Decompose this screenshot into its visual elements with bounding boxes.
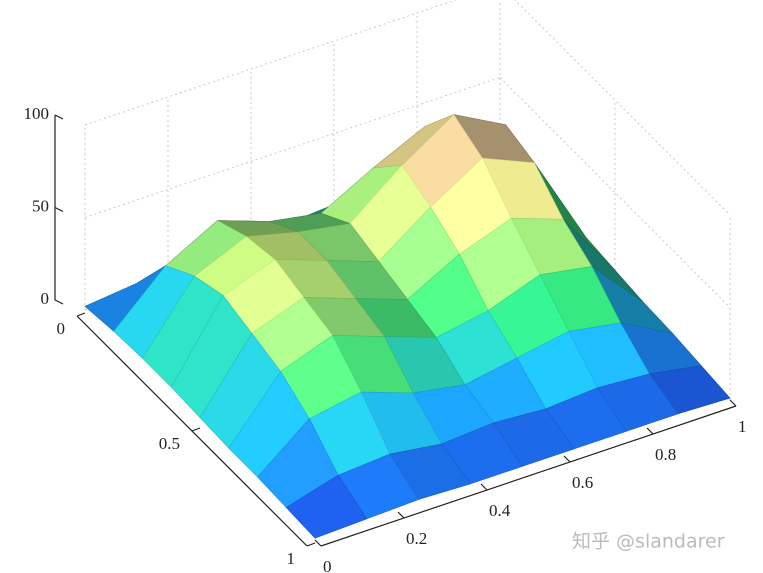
y-tick — [306, 542, 316, 547]
x-tick — [646, 427, 654, 435]
x-tick — [314, 539, 322, 547]
grid-line — [499, 77, 731, 308]
grid-line — [84, 0, 458, 126]
z-tick-label: 100 — [24, 104, 50, 123]
x-tick — [563, 455, 571, 463]
y-tick-label: 0.5 — [159, 434, 180, 453]
z-tick-label: 0 — [41, 289, 50, 308]
y-tick-label: 1 — [287, 549, 296, 568]
axes: 0 0.5 1 0 0.2 0.4 0.6 0.8 1 0 50 100 — [24, 104, 747, 573]
y-tick — [191, 427, 201, 432]
z-tick — [54, 206, 64, 213]
x-tick — [729, 399, 737, 407]
z-tick — [54, 299, 64, 305]
grid-line — [514, 0, 731, 216]
x-tick-label: 0.8 — [655, 445, 676, 464]
x-tick-label: 0.2 — [406, 529, 427, 548]
z-tick — [54, 114, 64, 120]
x-axis — [320, 405, 737, 547]
x-tick-label: 0.4 — [489, 501, 511, 520]
y-tick-label: 0 — [57, 319, 66, 338]
x-tick-label: 0.6 — [572, 473, 593, 492]
x-tick — [397, 511, 405, 519]
surface — [84, 114, 731, 539]
y-tick — [76, 312, 86, 317]
watermark: 知乎 @slandarer — [572, 531, 725, 553]
x-tick — [480, 483, 488, 491]
x-tick-label: 1 — [738, 417, 747, 436]
surface-patch — [285, 474, 368, 539]
z-tick-label: 50 — [32, 196, 49, 215]
x-tick-label: 0 — [323, 557, 332, 573]
